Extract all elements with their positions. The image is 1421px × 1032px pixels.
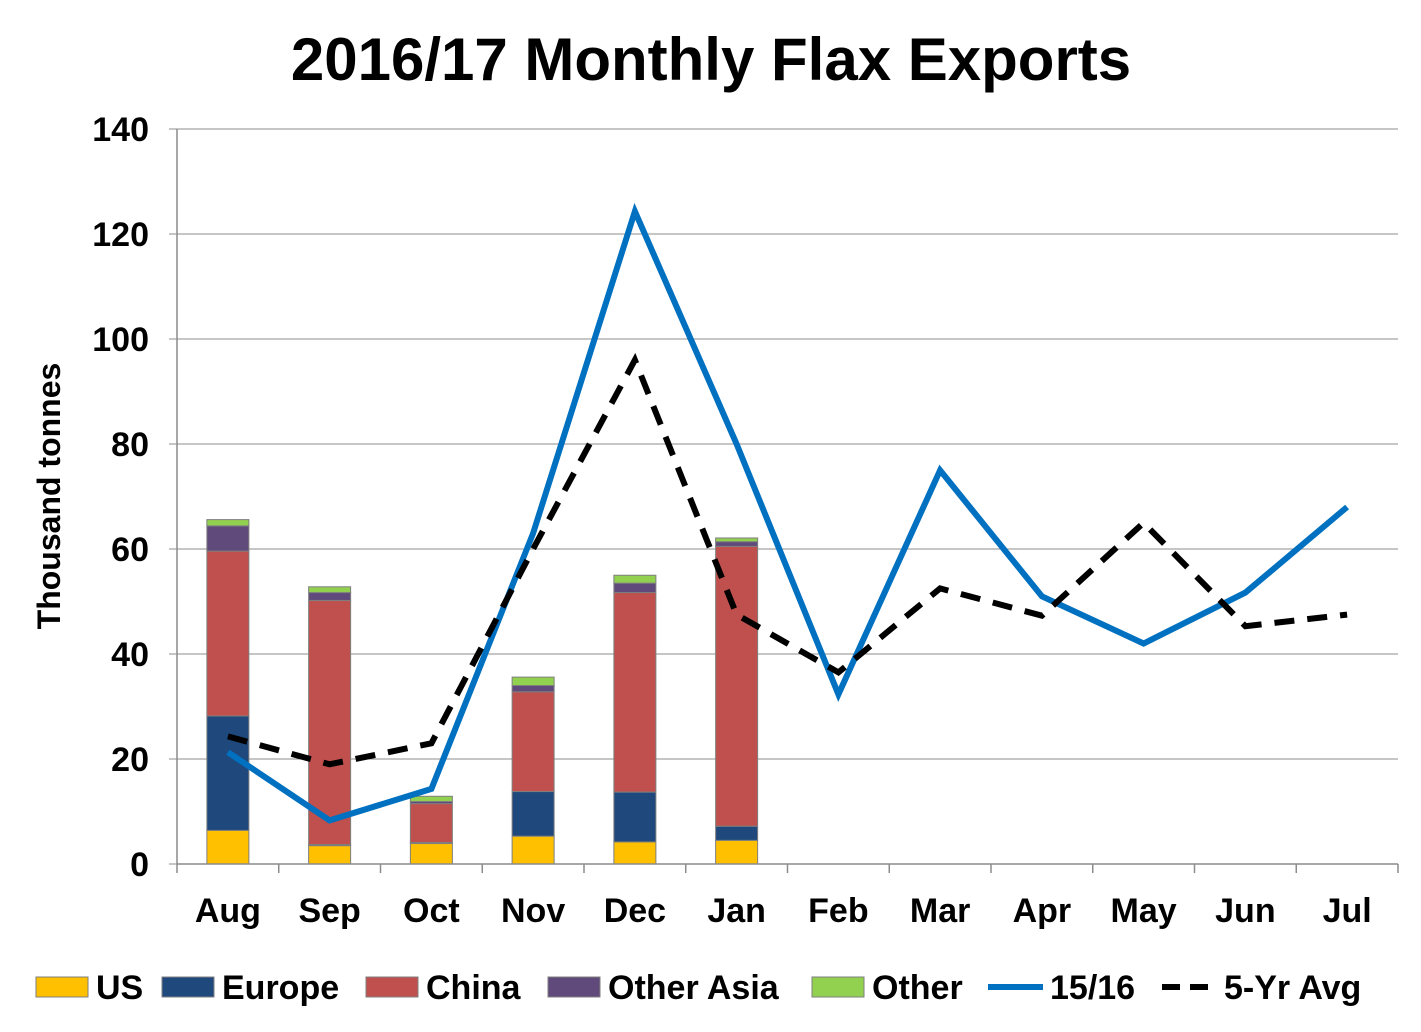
bar-china-aug: [206, 550, 250, 717]
legend: US Europe China Other Asia Other 15/16 5-Yr Av…: [35, 969, 1361, 1007]
y-tick-label-0: 0: [130, 846, 149, 884]
x-tick-label-nov: Nov: [501, 892, 565, 930]
axes: [176, 129, 1399, 873]
x-tick-label-feb: Feb: [808, 892, 868, 930]
y-tick-label-20: 20: [111, 741, 149, 779]
bar-china-sep: [308, 599, 352, 846]
bar-china-oct: [409, 803, 453, 843]
legend-label-china: China: [426, 969, 522, 1007]
bar-other-nov: [511, 676, 555, 686]
bar-other-asia-jan: [715, 541, 759, 547]
legend-swatch-us: [35, 976, 89, 998]
legend-swatch-europe: [161, 976, 215, 998]
bar-other-asia-sep: [308, 592, 352, 601]
x-tick-label-dec: Dec: [604, 892, 666, 930]
x-tick-label-aug: Aug: [195, 892, 261, 930]
y-axis-label: Thousand tonnes: [31, 363, 67, 630]
bar-china-jan: [715, 545, 759, 827]
bar-us-nov: [511, 835, 555, 865]
bar-europe-nov: [511, 791, 555, 837]
bar-us-sep: [308, 845, 352, 865]
y-tick-label-140: 140: [92, 111, 149, 149]
x-tick-label-jun: Jun: [1215, 892, 1275, 930]
line-15-16: [226, 202, 1350, 824]
x-tick-label-sep: Sep: [298, 892, 360, 930]
legend-label-other: Other: [872, 969, 963, 1007]
stacked-bars: [206, 519, 759, 865]
y-tick-label-120: 120: [92, 216, 149, 254]
x-tick-label-jul: Jul: [1323, 892, 1372, 930]
bar-europe-dec: [613, 791, 657, 843]
bar-other-aug: [206, 519, 250, 527]
legend-label-europe: Europe: [222, 969, 339, 1007]
bar-other-jan: [715, 537, 759, 543]
gridlines: [169, 128, 1398, 865]
bar-china-dec: [613, 592, 657, 793]
x-tick-label-jan: Jan: [707, 892, 766, 930]
bar-us-aug: [206, 829, 250, 865]
legend-swatch-other: [811, 976, 865, 998]
bar-other-oct: [409, 795, 453, 803]
bar-europe-jan: [715, 825, 759, 841]
bar-other-asia-aug: [206, 525, 250, 552]
y-tick-label-60: 60: [111, 531, 149, 569]
chart-title: 2016/17 Monthly Flax Exports: [291, 26, 1131, 93]
line-5-yr-avg: [227, 352, 1348, 768]
bar-us-jan: [715, 839, 759, 865]
x-tick-labels: Aug Sep Oct Nov Dec Jan Feb Mar Apr May Jun Jul: [195, 892, 1372, 930]
x-tick-label-mar: Mar: [910, 892, 970, 930]
bar-other-asia-dec: [613, 582, 657, 594]
y-tick-label-100: 100: [92, 321, 149, 359]
y-tick-labels: 0 20 40 60 80 100 120 140: [92, 111, 149, 884]
legend-swatch-other-asia: [547, 976, 601, 998]
bar-other-dec: [613, 574, 657, 584]
y-tick-label-80: 80: [111, 426, 149, 464]
x-tick-label-apr: Apr: [1013, 892, 1072, 930]
line-series: [226, 202, 1350, 824]
bar-china-nov: [511, 691, 555, 793]
x-tick-label-may: May: [1111, 892, 1177, 930]
bar-europe-aug: [206, 715, 250, 831]
legend-label-15-16: 15/16: [1050, 969, 1135, 1007]
bar-us-dec: [613, 841, 657, 865]
x-tick-label-oct: Oct: [403, 892, 460, 930]
legend-label-5-yr-avg: 5-Yr Avg: [1224, 969, 1361, 1007]
legend-label-other-asia: Other Asia: [608, 969, 780, 1007]
y-tick-label-40: 40: [111, 636, 149, 674]
bar-other-sep: [308, 586, 352, 594]
bar-other-asia-nov: [511, 685, 555, 693]
bar-us-oct: [409, 843, 453, 865]
legend-label-us: US: [96, 969, 143, 1007]
legend-swatch-china: [365, 976, 419, 998]
